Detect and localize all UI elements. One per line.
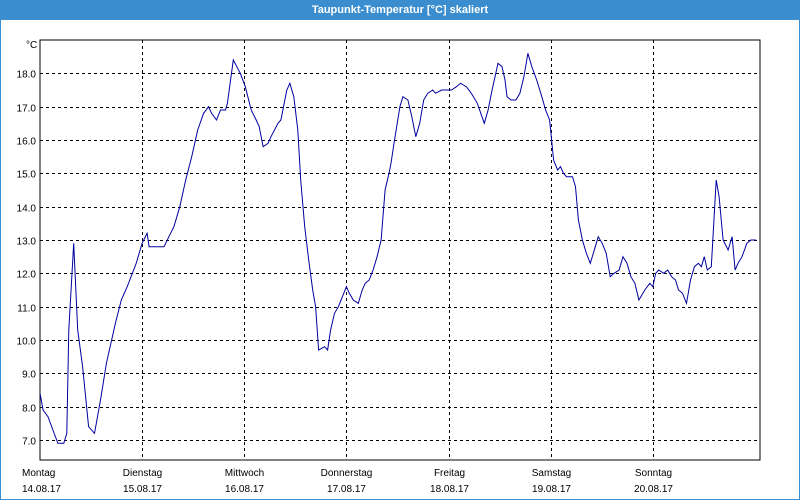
plot-area-frame xyxy=(39,39,761,461)
x-tick-date-label: 16.08.17 xyxy=(225,484,264,495)
x-tick-date-label: 15.08.17 xyxy=(123,484,162,495)
x-tick-date-label: 14.08.17 xyxy=(22,484,61,495)
y-axis-unit: °C xyxy=(26,40,37,51)
x-tick-day-label: Dienstag xyxy=(123,468,162,479)
x-axis-ticks: Montag 14.08.17 Dienstag 15.08.17 Mittwoch 16… xyxy=(22,468,673,495)
x-tick-date-label: 18.08.17 xyxy=(430,484,469,495)
y-tick-label: 12.0 xyxy=(17,270,37,281)
x-tick-day-label: Samstag xyxy=(532,468,571,479)
window-title: Taupunkt-Temperatur [°C] skaliert xyxy=(1,1,799,20)
y-tick-label: 11.0 xyxy=(17,304,36,315)
x-tick-day-label: Freitag xyxy=(434,468,465,479)
y-tick-label: 17.0 xyxy=(17,104,37,115)
grid xyxy=(40,40,760,460)
y-tick-label: 13.0 xyxy=(17,237,37,248)
y-tick-label: 9.0 xyxy=(22,370,36,381)
series-line-dewpoint xyxy=(39,53,756,444)
x-tick-date-label: 20.08.17 xyxy=(634,484,673,495)
y-tick-label: 8.0 xyxy=(22,404,36,415)
y-tick-label: 18.0 xyxy=(17,70,37,81)
x-tick-date-label: 19.08.17 xyxy=(532,484,571,495)
y-axis-ticks: 7.0 8.0 9.0 10.0 11.0 12.0 13.0 14.0 15.0 16.0 17.… xyxy=(17,70,37,448)
x-tick-date-label: 17.08.17 xyxy=(327,484,366,495)
y-tick-label: 10.0 xyxy=(17,337,37,348)
x-tick-day-label: Mittwoch xyxy=(225,468,264,479)
y-tick-label: 7.0 xyxy=(22,437,36,448)
x-tick-day-label: Montag xyxy=(22,468,55,479)
x-tick-day-label: Sonntag xyxy=(635,468,672,479)
y-tick-label: 16.0 xyxy=(17,137,37,148)
y-tick-label: 14.0 xyxy=(17,204,37,215)
x-tick-day-label: Donnerstag xyxy=(321,468,373,479)
y-tick-label: 15.0 xyxy=(17,170,37,181)
